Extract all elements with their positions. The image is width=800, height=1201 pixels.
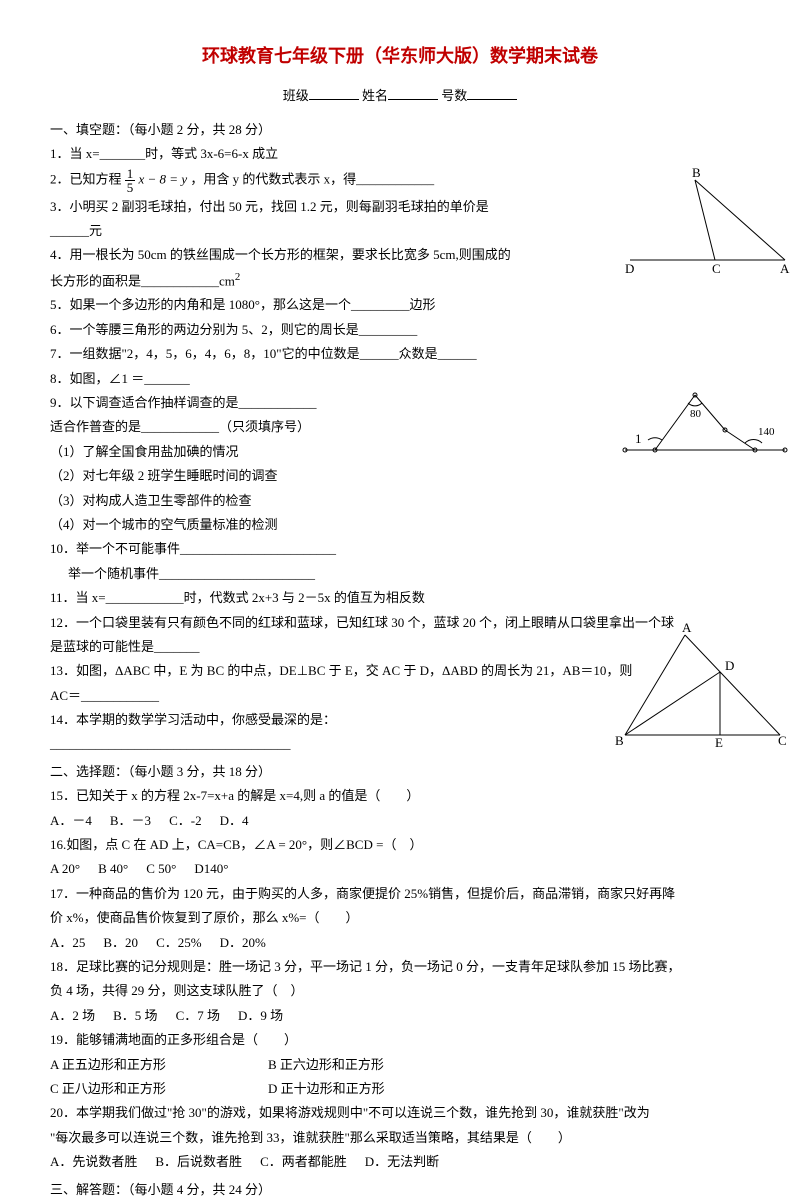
q18b: 负 4 场，共得 29 分，则这支球队胜了（ ） (50, 979, 750, 1002)
student-info: 班级 姓名 号数 (50, 84, 750, 107)
q2-b: ，用含 y 的代数式表示 x，得____________ (190, 171, 434, 186)
num-label: 号数 (441, 88, 467, 103)
section-3-header: 三、解答题：（每小题 4 分，共 24 分） (50, 1178, 750, 1201)
page-title: 环球教育七年级下册（华东师大版）数学期末试卷 (50, 40, 750, 72)
svg-text:A: A (780, 261, 790, 275)
class-label: 班级 (283, 88, 309, 103)
q9b: 适合作普查的是____________（只须填序号） (50, 415, 580, 438)
svg-text:1: 1 (635, 431, 642, 446)
svg-text:A: A (682, 620, 692, 635)
q15-opts: A．－4B．－3C．-2D．4 (50, 809, 580, 832)
q9f: （4）对一个城市的空气质量标准的检测 (50, 513, 580, 536)
fraction: 15 (125, 167, 136, 194)
q9a: 9．以下调查适合作抽样调查的是____________ (50, 391, 580, 414)
q19-opts2: C 正八边形和正方形D 正十边形和正方形 (50, 1077, 750, 1100)
section-2-header: 二、选择题：（每小题 3 分，共 18 分） (50, 760, 580, 783)
q18-opts: A．2 场B．5 场C．7 场D．9 场 (50, 1004, 750, 1027)
figure-1-triangle: B D C A (620, 165, 790, 275)
q16: 16.如图，点 C 在 AD 上，CA=CB，∠A = 20°，则∠BCD =（… (50, 833, 580, 856)
q17-opts: A．25B．20C．25%D．20% (50, 931, 750, 954)
q19: 19．能够铺满地面的正多形组合是（ ） (50, 1028, 750, 1051)
q2: 2．已知方程 15 x − 8 = y ，用含 y 的代数式表示 x，得____… (50, 167, 580, 194)
svg-text:B: B (692, 165, 701, 180)
svg-text:C: C (712, 261, 721, 275)
q5: 5．如果一个多边形的内角和是 1080°，那么这是一个_________边形 (50, 293, 580, 316)
q19-opts1: A 正五边形和正方形B 正六边形和正方形 (50, 1053, 750, 1076)
svg-text:C: C (778, 733, 787, 748)
q9e: （3）对构成人造卫生零部件的检查 (50, 489, 580, 512)
svg-text:D: D (725, 658, 734, 673)
q16-opts: A 20°B 40°C 50°D140° (50, 857, 580, 880)
q3b: ______元 (50, 219, 580, 242)
q4b: 长方形的面积是____________cm2 (50, 268, 580, 293)
section-1-header: 一、填空题：（每小题 2 分，共 28 分） (50, 118, 580, 141)
q15: 15．已知关于 x 的方程 2x-7=x+a 的解是 x=4,则 a 的值是（ … (50, 784, 580, 807)
q20b: "每次最多可以连说三个数，谁先抢到 33，谁就获胜"那么采取适当策略，其结果是（… (50, 1126, 750, 1149)
q10a: 10．举一个不可能事件________________________ (50, 537, 580, 560)
q2-mid: x − 8 = y (139, 171, 188, 186)
q9d: （2）对七年级 2 班学生睡眠时间的调查 (50, 464, 580, 487)
svg-text:140: 140 (758, 426, 775, 438)
q17a: 17．一种商品的售价为 120 元，由于购买的人多，商家便提价 25%销售，但提… (50, 882, 750, 905)
svg-text:E: E (715, 735, 723, 750)
svg-text:B: B (615, 733, 624, 748)
q14b: _____________________________________ (50, 732, 580, 755)
figure-3-triangle: A B C D E (610, 620, 790, 750)
q2-a: 2．已知方程 (50, 171, 122, 186)
q17b: 价 x%，使商品售价恢复到了原价，那么 x%=（ ） (50, 906, 750, 929)
svg-text:80: 80 (690, 408, 702, 420)
q11: 11．当 x=____________时，代数式 2x+3 与 2－5x 的值互… (50, 586, 750, 609)
svg-text:D: D (625, 261, 634, 275)
q4: 4．用一根长为 50cm 的铁丝围成一个长方形的框架，要求长比宽多 5cm,则围… (50, 243, 580, 266)
q10b: 举一个随机事件________________________ (50, 562, 580, 585)
name-label: 姓名 (362, 88, 388, 103)
q9c: （1）了解全国食用盐加碘的情况 (50, 440, 580, 463)
q7: 7．一组数据"2，4，5，6，4，6，8，10"它的中位数是______众数是_… (50, 342, 580, 365)
q20a: 20．本学期我们做过"抢 30"的游戏，如果将游戏规则中"不可以连说三个数，谁先… (50, 1101, 750, 1124)
q18a: 18．足球比赛的记分规则是：胜一场记 3 分，平一场记 1 分，负一场记 0 分… (50, 955, 750, 978)
q1: 1．当 x=_______时，等式 3x-6=6-x 成立 (50, 142, 580, 165)
q14a: 14．本学期的数学学习活动中，你感受最深的是： (50, 708, 580, 731)
q6: 6．一个等腰三角形的两边分别为 5、2，则它的周长是_________ (50, 318, 580, 341)
figure-2-angles: 80 140 1 (620, 375, 790, 465)
q3: 3．小明买 2 副羽毛球拍，付出 50 元，找回 1.2 元，则每副羽毛球拍的单… (50, 195, 580, 218)
q20-opts: A．先说数者胜B．后说数者胜C．两者都能胜D．无法判断 (50, 1150, 750, 1173)
q8: 8．如图，∠1 ＝_______ (50, 367, 580, 390)
